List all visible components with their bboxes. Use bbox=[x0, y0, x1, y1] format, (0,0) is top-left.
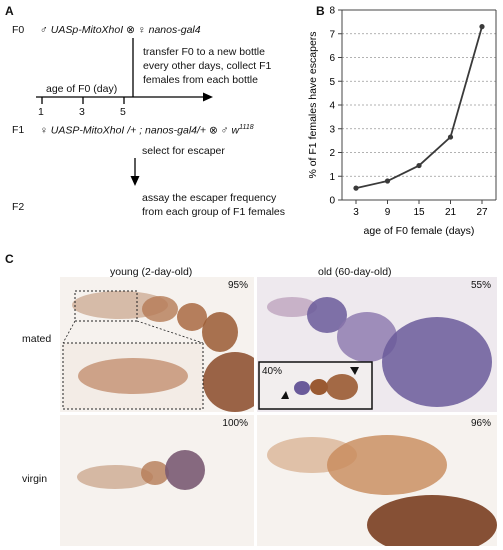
cross-symbol: ⊗ bbox=[126, 24, 135, 36]
panel-c-letter: C bbox=[5, 252, 14, 266]
y-tick-label: 8 bbox=[329, 6, 335, 17]
y-tick-label: 4 bbox=[329, 101, 335, 112]
percent-old-virgin: 96% bbox=[470, 418, 491, 429]
transfer-line-2: every other days, collect F1 bbox=[143, 60, 272, 72]
f1-generation-label: F1 bbox=[12, 124, 25, 136]
y-tick-label: 1 bbox=[329, 172, 335, 183]
timeline-diagram bbox=[36, 38, 213, 186]
micrograph-old-virgin: 96% bbox=[257, 415, 497, 546]
f1-male-genotype: w bbox=[231, 124, 240, 137]
micrograph-old-mated: 55% 40% bbox=[257, 277, 497, 412]
data-point bbox=[416, 162, 422, 169]
f1-male-allele: 1118 bbox=[239, 124, 254, 131]
f0-generation-label: F0 bbox=[12, 24, 25, 36]
select-arrowhead bbox=[130, 176, 140, 186]
select-escaper-label: select for escaper bbox=[142, 145, 225, 157]
x-axis-label: age of F0 female (days) bbox=[364, 225, 475, 237]
assay-line-1: assay the escaper frequency bbox=[142, 192, 277, 204]
transfer-instructions: transfer F0 to a new bottle every other … bbox=[143, 45, 271, 87]
y-tick-label: 5 bbox=[329, 77, 335, 88]
y-tick-label: 6 bbox=[329, 53, 335, 64]
cross-symbol: ⊗ bbox=[208, 124, 218, 137]
x-tick-label: 27 bbox=[476, 207, 488, 218]
data-point bbox=[384, 178, 391, 184]
percent-old-mated: 55% bbox=[470, 280, 491, 291]
f0-male-genotype: UASp-MitoXhoI bbox=[50, 24, 124, 36]
y-tick-label: 2 bbox=[329, 148, 335, 159]
percent-young-virgin: 100% bbox=[222, 418, 248, 429]
age-axis-label: age of F0 (day) bbox=[46, 83, 118, 95]
percent-young-mated: 95% bbox=[227, 280, 248, 291]
x-tick-label: 9 bbox=[385, 207, 391, 218]
panel-b-letter: B bbox=[316, 4, 325, 18]
transfer-line-3: females from each bottle bbox=[143, 74, 258, 86]
tick-label-1: 1 bbox=[38, 106, 44, 118]
y-axis-label: % of F1 females have escapers bbox=[307, 31, 319, 178]
f2-generation-label: F2 bbox=[12, 201, 25, 213]
female-symbol: ♀ bbox=[40, 124, 48, 137]
male-symbol: ♂ bbox=[220, 124, 229, 137]
tick-label-3: 3 bbox=[79, 106, 85, 118]
assay-line-2: from each group of F1 females bbox=[142, 206, 285, 218]
escaper-frequency-chart: 0 1 2 3 4 5 6 7 8 3 9 15 21 27 age of F0 female (day… bbox=[307, 6, 497, 237]
y-tick-label: 0 bbox=[329, 196, 335, 207]
female-symbol: ♀ bbox=[137, 24, 146, 36]
column-label-old: old (60-day-old) bbox=[318, 266, 392, 278]
data-point bbox=[353, 185, 359, 191]
percent-inset: 40% bbox=[262, 366, 283, 377]
tick-label-5: 5 bbox=[120, 106, 126, 118]
data-point bbox=[479, 24, 485, 30]
assay-instructions: assay the escaper frequency from each gr… bbox=[142, 191, 285, 219]
data-point bbox=[447, 134, 454, 140]
y-tick-label: 7 bbox=[329, 29, 335, 40]
male-symbol: ♂ bbox=[40, 24, 48, 36]
panel-a-letter: A bbox=[5, 4, 14, 18]
y-tick-label: 3 bbox=[329, 124, 335, 135]
transfer-line-1: transfer F0 to a new bottle bbox=[143, 46, 265, 58]
micrograph-young-virgin: 100% bbox=[60, 415, 254, 546]
f0-female-genotype: nanos-gal4 bbox=[148, 24, 201, 36]
x-tick-label: 3 bbox=[353, 207, 359, 218]
column-label-young: young (2-day-old) bbox=[110, 266, 193, 278]
f1-cross: ♀ UASP-MitoXhoI /+ ; nanos-gal4/+ ⊗ ♂ w1… bbox=[40, 124, 254, 137]
row-label-virgin: virgin bbox=[22, 473, 48, 485]
f1-female-genotype: UASP-MitoXhoI /+ ; nanos-gal4/+ bbox=[50, 124, 207, 137]
micrograph-young-mated: 95% bbox=[60, 277, 254, 412]
f0-cross: ♂ UASp-MitoXhoI ⊗ ♀ nanos-gal4 bbox=[40, 24, 201, 36]
x-tick-label: 21 bbox=[445, 207, 457, 218]
x-tick-label: 15 bbox=[413, 207, 425, 218]
timeline-arrowhead bbox=[203, 92, 213, 102]
row-label-mated: mated bbox=[22, 333, 52, 345]
